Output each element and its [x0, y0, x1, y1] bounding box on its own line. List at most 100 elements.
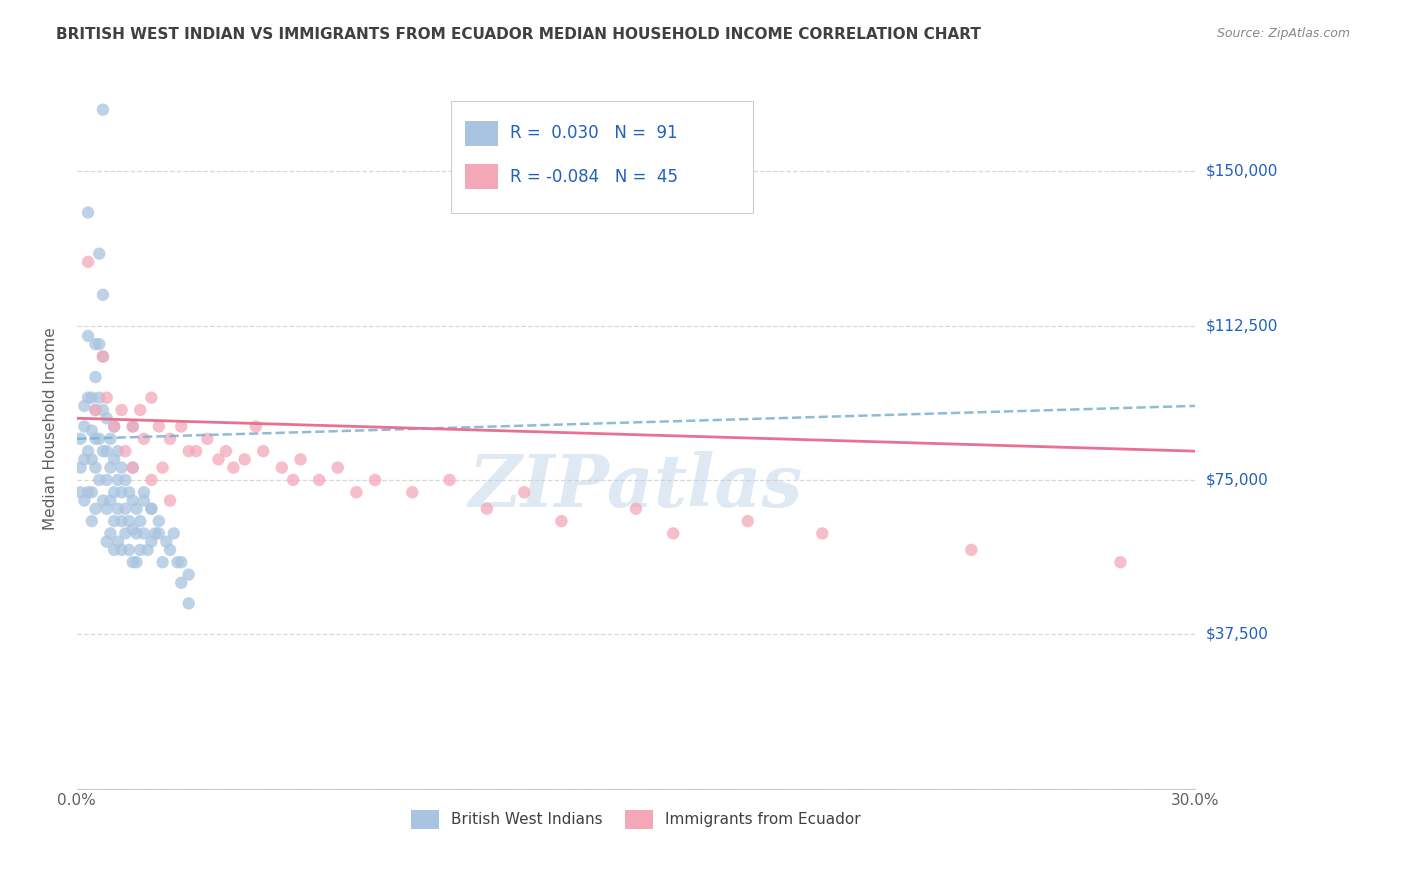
Point [960, 542, 983, 557]
Point [84, 432, 107, 446]
Point [401, 485, 423, 500]
Point [77, 329, 100, 343]
Point [550, 514, 572, 528]
Point [475, 501, 498, 516]
Point [148, 514, 170, 528]
Point [125, 501, 148, 516]
Point [77, 255, 100, 269]
Text: $112,500: $112,500 [1206, 318, 1278, 334]
Point [110, 542, 132, 557]
Point [207, 452, 229, 467]
Point [141, 501, 163, 516]
Point [121, 460, 143, 475]
Point [141, 501, 163, 516]
Point [152, 460, 174, 475]
Point [114, 473, 136, 487]
Point [222, 460, 245, 475]
Text: $37,500: $37,500 [1206, 627, 1270, 641]
Point [84, 403, 107, 417]
Point [141, 391, 163, 405]
Point [624, 501, 647, 516]
Point [132, 485, 155, 500]
Point [195, 432, 218, 446]
Point [114, 501, 136, 516]
Point [114, 444, 136, 458]
Point [148, 526, 170, 541]
Point [96, 411, 118, 425]
Point [80, 514, 103, 528]
Point [73, 399, 96, 413]
Point [89, 391, 111, 405]
Point [121, 419, 143, 434]
Point [77, 391, 100, 405]
Point [110, 460, 132, 475]
Point [662, 526, 685, 541]
Point [132, 526, 155, 541]
Point [91, 350, 114, 364]
Point [121, 522, 143, 536]
Point [177, 596, 200, 610]
Point [84, 337, 107, 351]
Point [233, 452, 256, 467]
Text: $75,000: $75,000 [1206, 473, 1268, 487]
Point [215, 444, 238, 458]
Point [326, 460, 349, 475]
Point [186, 444, 208, 458]
Point [91, 444, 114, 458]
Point [91, 288, 114, 302]
Point [159, 542, 181, 557]
Point [129, 514, 152, 528]
Point [159, 493, 181, 508]
Point [100, 526, 122, 541]
Point [163, 526, 186, 541]
Point [91, 350, 114, 364]
Point [364, 473, 387, 487]
Point [77, 205, 100, 219]
Point [77, 485, 100, 500]
Point [155, 534, 177, 549]
Point [141, 473, 163, 487]
Point [96, 534, 118, 549]
Point [100, 493, 122, 508]
Y-axis label: Median Household Income: Median Household Income [44, 327, 58, 530]
Point [80, 424, 103, 438]
Point [91, 403, 114, 417]
Point [96, 501, 118, 516]
Point [114, 526, 136, 541]
Point [107, 473, 129, 487]
Point [84, 460, 107, 475]
Point [170, 555, 193, 569]
Point [143, 526, 166, 541]
Point [103, 419, 125, 434]
Text: Source: ZipAtlas.com: Source: ZipAtlas.com [1216, 27, 1350, 40]
Point [166, 555, 188, 569]
Point [245, 419, 267, 434]
Point [811, 526, 834, 541]
Text: R = -0.084   N =  45: R = -0.084 N = 45 [509, 168, 678, 186]
Text: BRITISH WEST INDIAN VS IMMIGRANTS FROM ECUADOR MEDIAN HOUSEHOLD INCOME CORRELATI: BRITISH WEST INDIAN VS IMMIGRANTS FROM E… [56, 27, 981, 42]
Point [69, 485, 91, 500]
Point [252, 444, 274, 458]
Point [290, 452, 312, 467]
Point [121, 460, 143, 475]
Point [129, 542, 152, 557]
Point [308, 473, 330, 487]
Point [69, 460, 91, 475]
Point [91, 493, 114, 508]
Point [80, 452, 103, 467]
Point [513, 485, 536, 500]
Point [141, 534, 163, 549]
Point [132, 432, 155, 446]
Point [103, 419, 125, 434]
Point [103, 485, 125, 500]
Point [103, 514, 125, 528]
Point [118, 485, 141, 500]
Point [84, 403, 107, 417]
Point [96, 444, 118, 458]
Text: ZIPatlas: ZIPatlas [468, 450, 803, 522]
Point [170, 419, 193, 434]
Point [110, 485, 132, 500]
FancyBboxPatch shape [465, 121, 498, 146]
Point [344, 485, 367, 500]
Point [148, 419, 170, 434]
